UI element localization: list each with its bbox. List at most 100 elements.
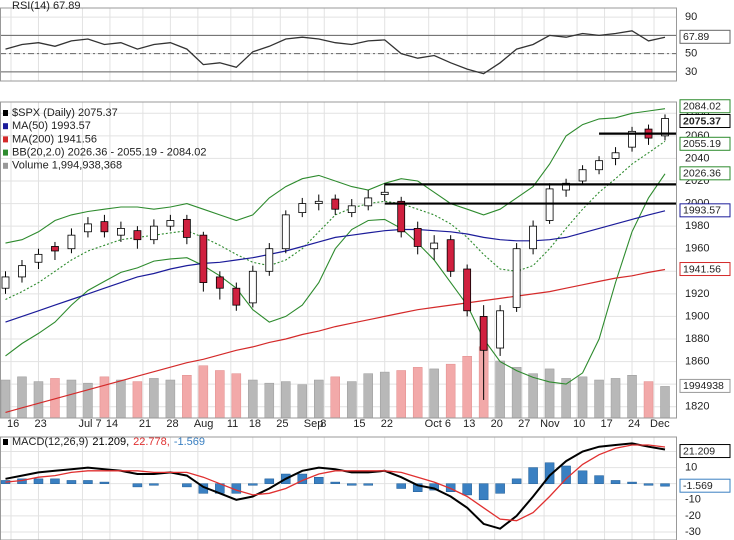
bollinger-upper [5, 108, 666, 244]
volume-bar [462, 356, 472, 419]
value-tag: 67.89 [683, 31, 709, 43]
volume-bar [264, 382, 275, 419]
candle-body [232, 287, 241, 306]
x-tick-label: Oct 6 [425, 418, 451, 430]
candle-body [347, 205, 356, 213]
volume-bar [445, 363, 456, 419]
histogram-bar [248, 483, 258, 486]
value-tag: -1.569 [683, 480, 713, 492]
legend-entry: MACD(12,26,9) 21.209, 22.778, -1.569 [12, 436, 205, 448]
histogram-bar [314, 476, 324, 484]
histogram-bar [50, 478, 60, 484]
y-tick-label: 10 [685, 461, 697, 473]
value-tag: 2084.02 [683, 101, 721, 113]
y-tick-label: 2040 [685, 152, 709, 164]
volume-bar [511, 367, 522, 419]
value-tag-box [679, 166, 731, 181]
histogram-bar [610, 480, 621, 484]
histogram-bar [627, 481, 637, 484]
legend-value: -1.569 [174, 436, 205, 448]
volume-bar [231, 373, 242, 419]
panel-frame [0, 101, 677, 419]
candle-body [446, 239, 455, 272]
value-tag-box [679, 262, 731, 277]
legend-entry: BB(20,2.0) 2026.36 - 2055.19 - 2084.02 [12, 147, 206, 159]
x-tick-label: Dec [650, 418, 670, 430]
y-tick-label: 1980 [685, 220, 709, 232]
volume-bar [577, 376, 588, 419]
x-tick-label: Nov [540, 418, 560, 430]
y-tick-label: 1880 [685, 333, 709, 345]
value-tag: 21.209 [683, 445, 715, 457]
candle-body [149, 225, 158, 241]
volume-bar [412, 367, 423, 419]
histogram-bar [66, 480, 77, 484]
volume-bar [594, 379, 604, 419]
y-tick-label: -10 [685, 494, 701, 506]
x-tick-label: 25 [276, 418, 288, 430]
candle-body [380, 191, 389, 195]
histogram-bar [495, 483, 505, 494]
x-tick-label: 18 [249, 418, 261, 430]
x-tick-label: 28 [166, 418, 178, 430]
histogram-bar [594, 475, 604, 484]
legend-swatch [3, 136, 8, 143]
candle-body [166, 220, 175, 227]
x-tick-label: 21 [139, 418, 151, 430]
bollinger-middle [5, 140, 666, 300]
histogram-bar [363, 483, 373, 486]
histogram-bar [83, 480, 93, 484]
x-tick-label: 23 [34, 418, 46, 430]
histogram-bar [264, 478, 275, 484]
moving-average [5, 268, 666, 413]
histogram-bar [561, 465, 571, 484]
candle-body [314, 200, 323, 204]
volume-bar [215, 370, 225, 419]
volume-bar [544, 368, 555, 419]
candle-body [512, 248, 521, 308]
volume-bar [149, 378, 159, 419]
volume-bar [182, 375, 192, 419]
volume-bar [281, 381, 291, 419]
x-tick-label: 8 [320, 418, 326, 430]
volume-bar [429, 368, 439, 419]
volume-bar [495, 360, 505, 419]
candle-body [265, 248, 274, 272]
value-tag-box [679, 99, 731, 114]
candle-body [51, 246, 59, 252]
candle-body [364, 197, 373, 207]
x-tick-label: Jul 7 [78, 418, 101, 430]
value-tag: 1941.56 [683, 263, 721, 275]
candle-body [182, 218, 191, 238]
value-tag-box [679, 478, 731, 493]
candle-body [117, 227, 125, 236]
candle-body [628, 130, 636, 148]
candle-body [1, 276, 10, 289]
volume-bar [528, 373, 538, 419]
y-tick-label: 30 [685, 66, 697, 78]
x-tick-label: 16 [7, 418, 19, 430]
x-tick-label: 20 [491, 418, 503, 430]
histogram-bar [511, 478, 522, 484]
volume-bar [396, 370, 406, 419]
volume-bar [627, 375, 637, 419]
volume-bar [660, 386, 670, 419]
volume-bar [17, 376, 27, 419]
value-tag: 1993.57 [683, 205, 721, 217]
x-tick-label: Sep [304, 418, 324, 430]
candle-body [578, 169, 587, 182]
value-tag: 1994938 [683, 380, 724, 392]
legend-entry: MA(200) 1941.56 [12, 133, 97, 145]
candle-body [281, 214, 290, 250]
candle-body [215, 276, 224, 289]
histogram-bar [396, 483, 406, 489]
legend-entry: $SPX (Daily) 2075.37 [12, 107, 118, 119]
y-tick-label: 1860 [685, 355, 709, 367]
volume-bar [132, 381, 143, 419]
candle-body [397, 200, 406, 233]
volume-bar [330, 376, 341, 419]
bollinger-lower [5, 173, 666, 385]
histogram-bar [544, 462, 555, 484]
value-tag-box [679, 444, 731, 459]
